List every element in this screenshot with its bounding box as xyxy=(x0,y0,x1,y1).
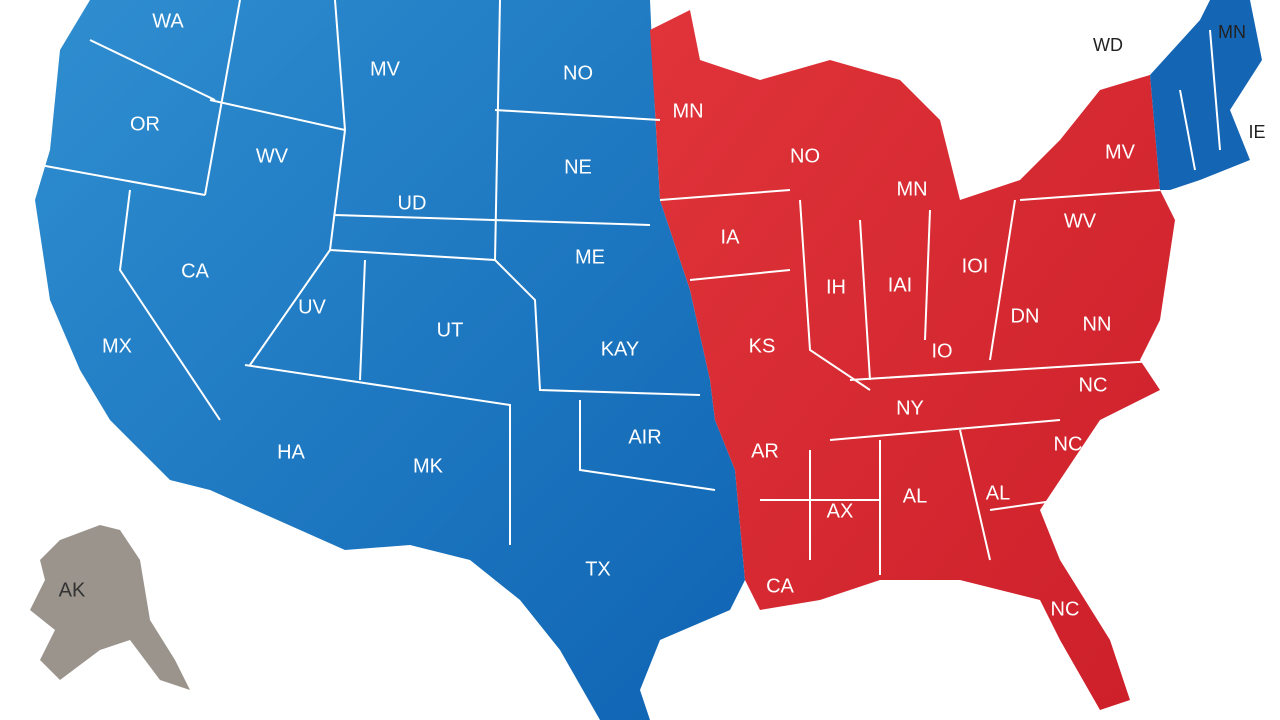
state-label: AK xyxy=(59,579,86,601)
state-label: MX xyxy=(102,335,132,357)
state-label: MV xyxy=(370,58,401,80)
state-label: NE xyxy=(564,156,592,178)
new-england-region xyxy=(1150,0,1262,190)
state-label: AX xyxy=(827,500,854,522)
state-label: WD xyxy=(1093,35,1123,55)
state-label: UT xyxy=(437,319,464,341)
state-label: AIR xyxy=(628,426,661,448)
state-label: WA xyxy=(152,10,184,32)
east-region xyxy=(650,10,1175,710)
state-label: TX xyxy=(585,558,611,580)
state-label: NN xyxy=(1083,313,1112,335)
state-label: CA xyxy=(766,575,794,597)
state-label: MK xyxy=(413,455,444,477)
state-label: MV xyxy=(1105,141,1136,163)
state-label: IA xyxy=(721,226,741,248)
state-label: NC xyxy=(1079,374,1108,396)
west-region xyxy=(35,0,745,720)
state-label: AR xyxy=(751,440,779,462)
state-label: MN xyxy=(1218,22,1246,42)
state-label: OR xyxy=(130,113,160,135)
state-label: CA xyxy=(181,260,209,282)
state-label: UD xyxy=(398,192,427,214)
state-label: AL xyxy=(903,485,927,507)
state-label: WV xyxy=(1064,210,1097,232)
state-label: MN xyxy=(672,100,703,122)
state-label: IH xyxy=(826,276,846,298)
state-label: ME xyxy=(575,246,605,268)
state-label: IO xyxy=(931,340,952,362)
state-label: KAY xyxy=(601,338,640,360)
state-label: WV xyxy=(256,145,289,167)
state-label: NY xyxy=(896,397,924,419)
state-label: IOI xyxy=(962,255,989,277)
state-label: KS xyxy=(749,335,776,357)
state-label: NO xyxy=(790,145,820,167)
state-label: NC xyxy=(1051,598,1080,620)
state-label: MN xyxy=(896,178,927,200)
state-label: NO xyxy=(563,62,593,84)
state-label: UV xyxy=(298,296,326,318)
state-label: DN xyxy=(1011,305,1040,327)
state-borders xyxy=(39,0,1221,575)
state-label: AL xyxy=(986,482,1010,504)
state-label: IE xyxy=(1248,122,1265,142)
state-label: HA xyxy=(277,441,305,463)
state-label: NC xyxy=(1054,433,1083,455)
state-label: IAI xyxy=(888,274,912,296)
alaska xyxy=(30,525,190,690)
